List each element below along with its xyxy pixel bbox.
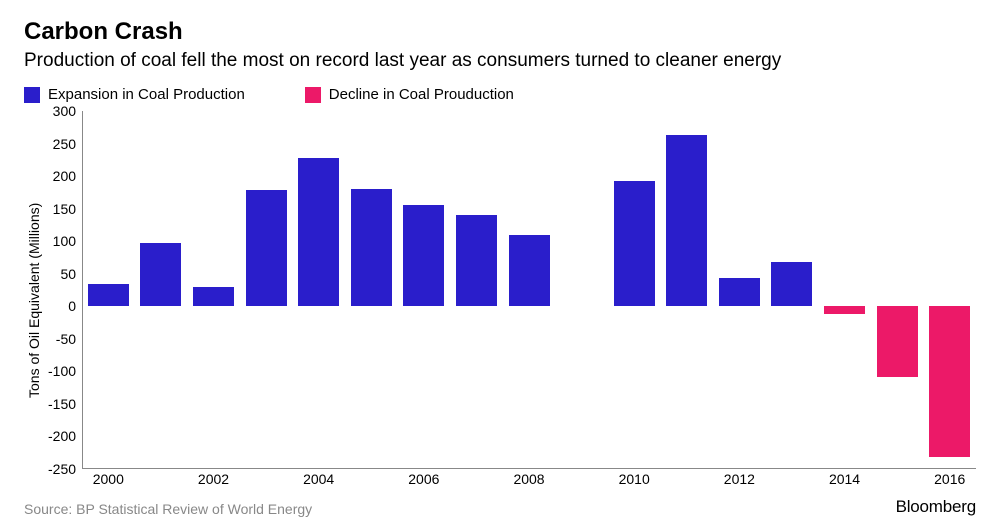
bar bbox=[877, 306, 918, 376]
bar bbox=[666, 135, 707, 306]
legend-item-expansion: Expansion in Coal Production bbox=[24, 86, 245, 103]
x-tick: 2002 bbox=[198, 471, 229, 487]
bar bbox=[824, 306, 865, 314]
bar bbox=[351, 189, 392, 306]
bar bbox=[719, 278, 760, 306]
x-tick: 2010 bbox=[619, 471, 650, 487]
x-tick: 2014 bbox=[829, 471, 860, 487]
y-axis-ticks: 300250200150100500-50-100-150-200-250 bbox=[44, 111, 82, 489]
bar bbox=[193, 287, 234, 307]
bar bbox=[929, 306, 970, 456]
y-axis-line bbox=[82, 111, 83, 469]
chart-subtitle: Production of coal fell the most on reco… bbox=[24, 50, 976, 72]
x-axis-ticks: 2000 2002 2004 2006 2008 2010 2012 2014 2016 bbox=[82, 469, 976, 489]
bar bbox=[614, 181, 655, 307]
legend-swatch-expansion bbox=[24, 87, 40, 103]
bar bbox=[88, 284, 129, 307]
source-text: Source: BP Statistical Review of World E… bbox=[24, 501, 312, 517]
x-tick: 2008 bbox=[513, 471, 544, 487]
bar bbox=[140, 243, 181, 307]
chart-area: Tons of Oil Equivalent (Millions) 300250… bbox=[24, 111, 976, 489]
legend-item-decline: Decline in Coal Prouduction bbox=[305, 86, 514, 103]
brand-logo: Bloomberg bbox=[896, 497, 976, 517]
bar bbox=[246, 190, 287, 306]
plot-column: 2000 2002 2004 2006 2008 2010 2012 2014 2016 bbox=[82, 111, 976, 489]
chart-title: Carbon Crash bbox=[24, 18, 976, 46]
bar bbox=[298, 158, 339, 306]
x-tick: 2016 bbox=[934, 471, 965, 487]
legend-swatch-decline bbox=[305, 87, 321, 103]
bar bbox=[509, 235, 550, 307]
bar bbox=[771, 262, 812, 306]
legend-label-expansion: Expansion in Coal Production bbox=[48, 86, 245, 103]
x-tick: 2000 bbox=[93, 471, 124, 487]
legend-label-decline: Decline in Coal Prouduction bbox=[329, 86, 514, 103]
x-tick: 2006 bbox=[408, 471, 439, 487]
bar bbox=[456, 215, 497, 306]
x-tick: 2012 bbox=[724, 471, 755, 487]
plot-area bbox=[82, 111, 976, 469]
x-tick: 2004 bbox=[303, 471, 334, 487]
chart-container: Carbon Crash Production of coal fell the… bbox=[0, 0, 1000, 529]
legend: Expansion in Coal Production Decline in … bbox=[24, 86, 976, 103]
bar bbox=[403, 205, 444, 306]
y-axis-label: Tons of Oil Equivalent (Millions) bbox=[24, 111, 44, 489]
footer: Source: BP Statistical Review of World E… bbox=[24, 497, 976, 517]
